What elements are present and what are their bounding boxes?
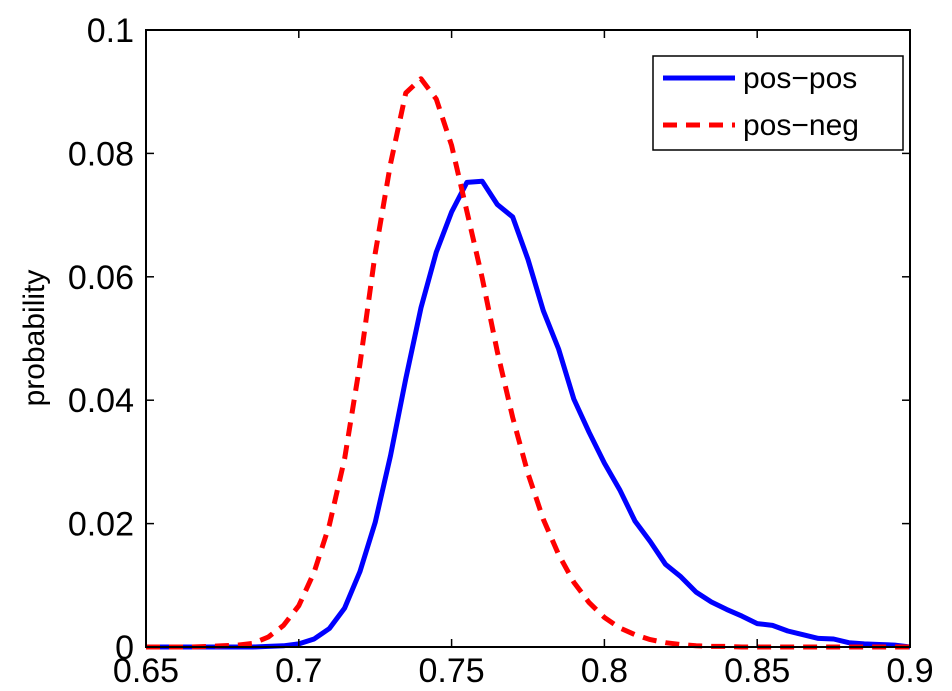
plot-area-frame (145, 29, 911, 648)
x-tick-label: 0.65 (113, 652, 179, 690)
legend-entry-pos-neg: pos−neg (743, 109, 859, 142)
y-tick-label: 0.06 (68, 259, 134, 297)
y-tick-label: 0 (115, 629, 134, 667)
y-tick-label: 0.02 (68, 506, 134, 544)
y-tick-label: 0.04 (68, 382, 134, 420)
legend-box (652, 55, 904, 151)
y-tick-label: 0.1 (87, 12, 134, 50)
x-tick-label: 0.7 (275, 652, 322, 690)
x-tick-label: 0.75 (419, 652, 485, 690)
legend: pos−pos pos−neg (652, 55, 904, 151)
x-tick-label: 0.8 (581, 652, 628, 690)
y-tick-label: 0.08 (68, 135, 134, 173)
x-tick-label: 0.9 (886, 652, 933, 690)
labels-layer: 0.65 0.7 0.75 0.8 0.85 0.9 0 0.02 0.04 0.06 0.08 0.… (68, 12, 934, 690)
legend-entry-pos-pos: pos−pos (743, 62, 857, 95)
x-tick-label: 0.85 (724, 652, 790, 690)
y-axis-label: probability (18, 270, 51, 407)
